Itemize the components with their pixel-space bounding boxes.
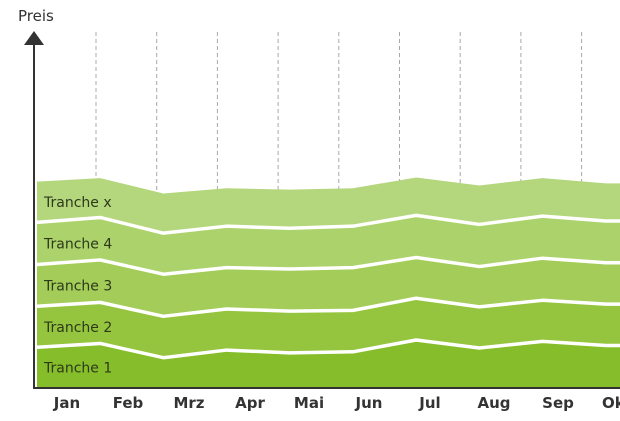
x-tick-label: Okt: [602, 394, 620, 412]
band-label: Tranche x: [43, 195, 112, 211]
y-axis-arrow-icon: [24, 31, 44, 45]
x-tick-label: Aug: [477, 394, 510, 412]
x-tick-label: Mai: [294, 394, 324, 412]
x-tick-label: Feb: [113, 394, 144, 412]
axes: Preis: [18, 7, 620, 389]
x-tick-labels: Jan Feb Mrz Apr Mai Jun Jul Aug Sep Okt: [53, 394, 620, 412]
area-bands: [37, 177, 620, 388]
band-separator-line: [36, 213, 620, 235]
band-label: Tranche 2: [43, 320, 112, 336]
band-label: Tranche 1: [43, 361, 112, 377]
band-labels: Tranche 1 Tranche 2 Tranche 3 Tranche 4 Tran…: [43, 195, 112, 377]
band-label: Tranche 3: [43, 278, 112, 294]
band-separator-line: [36, 255, 620, 276]
x-tick-label: Jan: [53, 394, 80, 412]
x-tick-label: Sep: [542, 394, 574, 412]
band-separator-line: [36, 338, 620, 360]
y-axis-title: Preis: [18, 7, 54, 25]
band-label: Tranche 4: [43, 236, 112, 252]
x-tick-label: Jun: [355, 394, 383, 412]
x-tick-label: Jul: [418, 394, 440, 412]
x-tick-label: Mrz: [173, 394, 204, 412]
band-separator-line: [36, 296, 620, 319]
x-tick-label: Apr: [235, 394, 265, 412]
area-band-tranche-1: [37, 339, 620, 388]
band-separators: [36, 213, 620, 360]
